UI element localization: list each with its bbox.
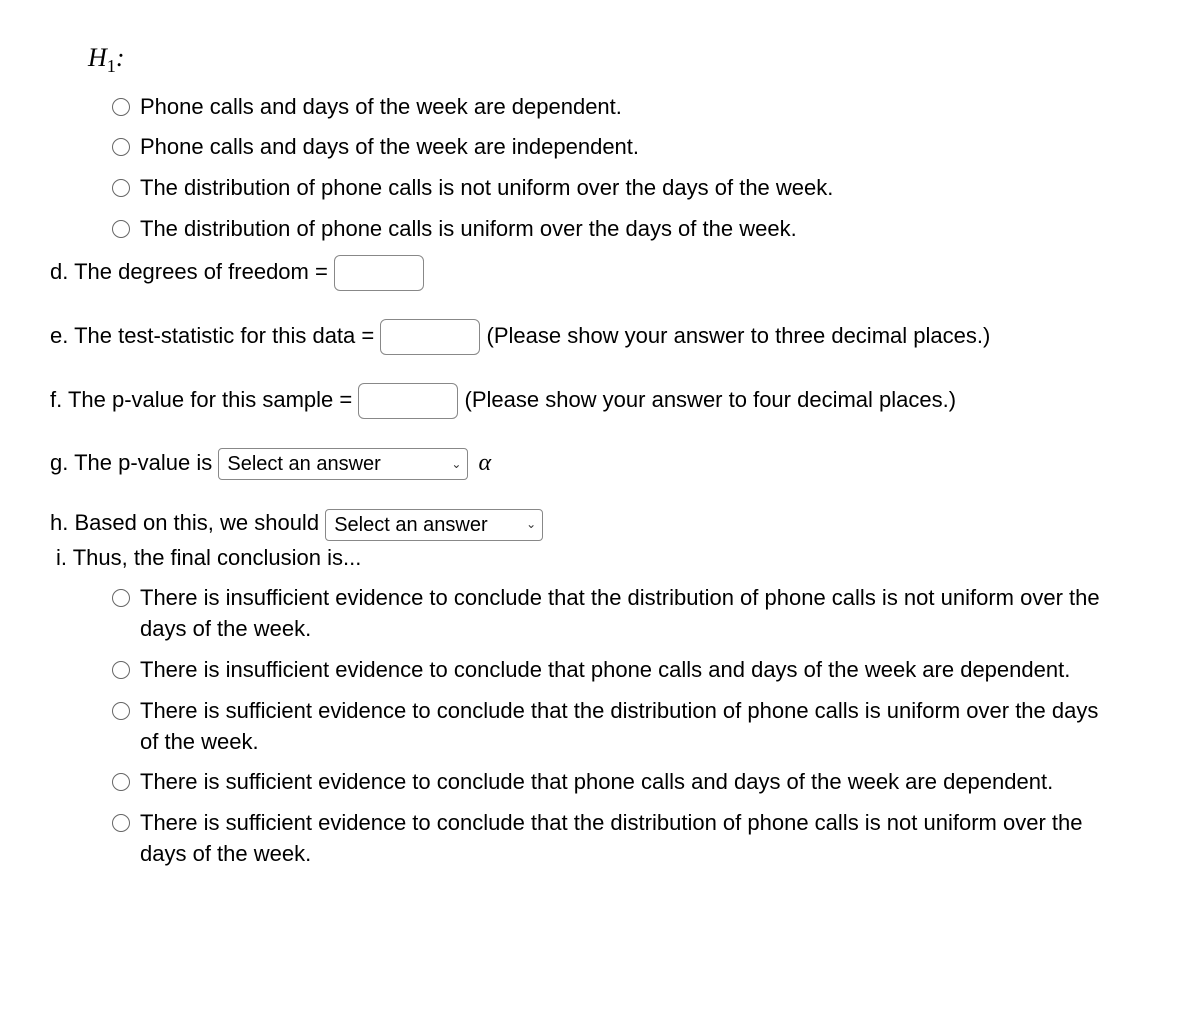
question-e-label: e. The test-statistic for this data =: [50, 323, 374, 348]
question-f: f. The p-value for this sample = (Please…: [50, 383, 1150, 419]
option-label: There is insufficient evidence to conclu…: [140, 655, 1120, 686]
question-f-label: f. The p-value for this sample =: [50, 387, 352, 412]
h1-letter: H: [88, 43, 107, 72]
hypothesis-h1-label: H1:: [88, 40, 1150, 80]
question-d-label: d. The degrees of freedom =: [50, 259, 328, 284]
option-label: Phone calls and days of the week are dep…: [140, 92, 1150, 123]
option-label: There is sufficient evidence to conclude…: [140, 767, 1120, 798]
option-label: The distribution of phone calls is unifo…: [140, 214, 1150, 245]
question-h-label: h. Based on this, we should: [50, 510, 319, 535]
question-e: e. The test-statistic for this data = (P…: [50, 319, 1150, 355]
test-statistic-input[interactable]: [380, 319, 480, 355]
question-h: h. Based on this, we should Select an an…: [50, 508, 1150, 540]
select-placeholder: Select an answer: [227, 450, 380, 478]
alpha-symbol: α: [479, 450, 492, 476]
question-d: d. The degrees of freedom =: [50, 255, 1150, 291]
option-label: The distribution of phone calls is not u…: [140, 173, 1150, 204]
degrees-of-freedom-input[interactable]: [334, 255, 424, 291]
option-label: There is insufficient evidence to conclu…: [140, 583, 1120, 645]
hypothesis-option-1[interactable]: Phone calls and days of the week are ind…: [112, 132, 1150, 163]
chevron-down-icon: ⌄: [526, 516, 536, 533]
radio-icon: [112, 220, 130, 238]
hypothesis-option-2[interactable]: The distribution of phone calls is not u…: [112, 173, 1150, 204]
conclusion-option-4[interactable]: There is sufficient evidence to conclude…: [112, 808, 1150, 870]
h1-colon: :: [116, 43, 125, 72]
hypothesis-option-3[interactable]: The distribution of phone calls is unifo…: [112, 214, 1150, 245]
radio-icon: [112, 589, 130, 607]
conclusion-options: There is insufficient evidence to conclu…: [112, 583, 1150, 869]
conclusion-option-1[interactable]: There is insufficient evidence to conclu…: [112, 655, 1150, 686]
h1-subscript: 1: [107, 56, 116, 76]
radio-icon: [112, 814, 130, 832]
p-value-compare-select[interactable]: Select an answer ⌄: [218, 448, 468, 480]
question-e-hint: (Please show your answer to three decima…: [487, 323, 991, 348]
option-label: There is sufficient evidence to conclude…: [140, 808, 1120, 870]
question-g-label: g. The p-value is: [50, 450, 212, 475]
radio-icon: [112, 773, 130, 791]
conclusion-option-0[interactable]: There is insufficient evidence to conclu…: [112, 583, 1150, 645]
decision-select[interactable]: Select an answer ⌄: [325, 509, 543, 541]
radio-icon: [112, 179, 130, 197]
hypothesis-option-0[interactable]: Phone calls and days of the week are dep…: [112, 92, 1150, 123]
conclusion-option-3[interactable]: There is sufficient evidence to conclude…: [112, 767, 1150, 798]
select-placeholder: Select an answer: [334, 511, 487, 539]
hypothesis-options: Phone calls and days of the week are dep…: [112, 92, 1150, 245]
question-g: g. The p-value is Select an answer ⌄ α: [50, 447, 1150, 481]
radio-icon: [112, 98, 130, 116]
chevron-down-icon: ⌄: [451, 456, 461, 473]
option-label: Phone calls and days of the week are ind…: [140, 132, 1150, 163]
radio-icon: [112, 661, 130, 679]
option-label: There is sufficient evidence to conclude…: [140, 696, 1120, 758]
conclusion-option-2[interactable]: There is sufficient evidence to conclude…: [112, 696, 1150, 758]
question-f-hint: (Please show your answer to four decimal…: [465, 387, 957, 412]
question-i-label: i. Thus, the final conclusion is...: [56, 545, 361, 570]
radio-icon: [112, 138, 130, 156]
radio-icon: [112, 702, 130, 720]
question-i: i. Thus, the final conclusion is...: [56, 543, 1150, 574]
p-value-input[interactable]: [358, 383, 458, 419]
